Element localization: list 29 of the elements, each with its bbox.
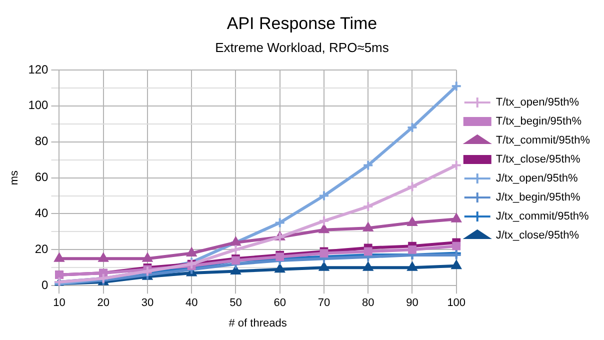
y-tick-label: 40 [34,206,49,220]
x-tick-label: 70 [318,297,330,310]
x-tick-label: 80 [362,297,374,310]
legend-label: T/tx_commit/95th% [496,134,590,147]
x-tick-label: 10 [53,297,66,310]
y-axis-title: ms [8,170,21,186]
y-tick-label: 120 [28,62,49,76]
y-tick-label: 80 [34,134,49,148]
legend-label: T/tx_begin/95th% [496,116,582,128]
x-tick-label: 30 [141,297,154,310]
legend-label: T/tx_close/95th% [496,154,580,166]
legend-label: J/tx_open/95th% [496,172,578,185]
chart-subtitle: Extreme Workload, RPO≈5ms [215,40,390,55]
legend-label: J/tx_commit/95th% [496,210,589,223]
x-tick-label: 40 [185,297,198,310]
x-tick-label: 50 [230,297,242,310]
chart-title: API Response Time [226,14,378,33]
x-tick-label: 20 [97,297,110,310]
legend-label: T/tx_open/95th% [496,96,580,109]
x-tick-label: 90 [406,297,418,310]
y-tick-label: 20 [34,242,49,256]
x-axis-title: # of threads [228,317,288,330]
legend-label: J/tx_close/95th% [496,230,580,242]
legend-label: J/tx_begin/95th% [496,192,580,204]
y-tick-label: 60 [34,170,49,184]
y-tick-label: 100 [28,98,49,112]
x-tick-label: 60 [274,297,286,310]
y-tick-label: 0 [42,278,49,292]
x-tick-label: 100 [447,297,466,310]
